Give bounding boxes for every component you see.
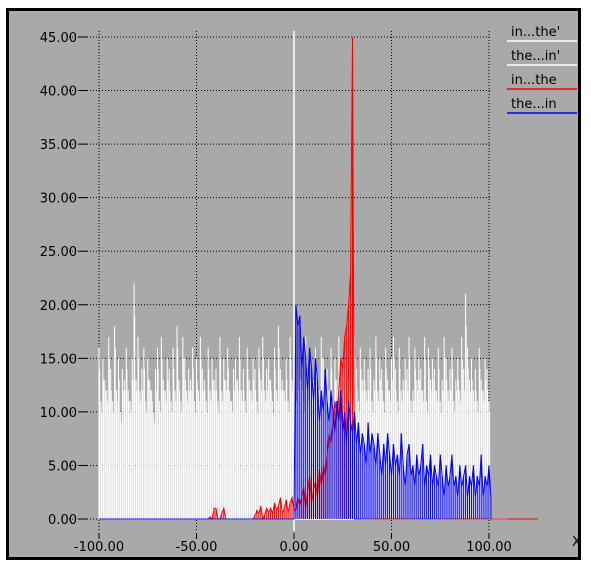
y-tick-label: 35.00 [40,138,77,153]
legend-label: in...the' [511,25,560,40]
x-tick-label: 0.00 [280,540,309,555]
x-axis-label: X [572,535,578,550]
y-tick-label: 45.00 [40,31,77,46]
y-tick-label: 10.00 [40,406,77,421]
y-tick-label: 30.00 [40,192,77,207]
chart-canvas: 0.00 5.00 10.00 15.00 20.00 25.00 30.00 35.00 40… [40,25,578,555]
axes: 0.00 5.00 10.00 15.00 20.00 25.00 30.00 35.00 40… [40,31,512,555]
series-3 [99,304,492,520]
y-tick-label: 20.00 [40,299,77,314]
legend-label: the...in [511,97,557,112]
y-tick-label: 0.00 [48,513,77,528]
series-1 [99,315,491,519]
x-tick-label: -50.00 [176,540,218,555]
bar-series [98,36,538,521]
y-tick-label: 40.00 [40,85,77,100]
legend-label: the...in' [511,49,560,64]
x-tick-label: 100.00 [466,540,512,555]
legend: in...the' the...in' in...the the...in [507,25,577,114]
series-outline [99,304,492,520]
chart-frame: 0.00 5.00 10.00 15.00 20.00 25.00 30.00 35.00 40… [6,8,581,560]
x-tick-label: -100.00 [74,540,124,555]
legend-label: in...the [511,73,557,88]
y-tick-label: 15.00 [40,352,77,367]
x-tick-label: 50.00 [373,540,410,555]
y-tick-label: 25.00 [40,245,77,260]
y-tick-label: 5.00 [48,459,77,474]
